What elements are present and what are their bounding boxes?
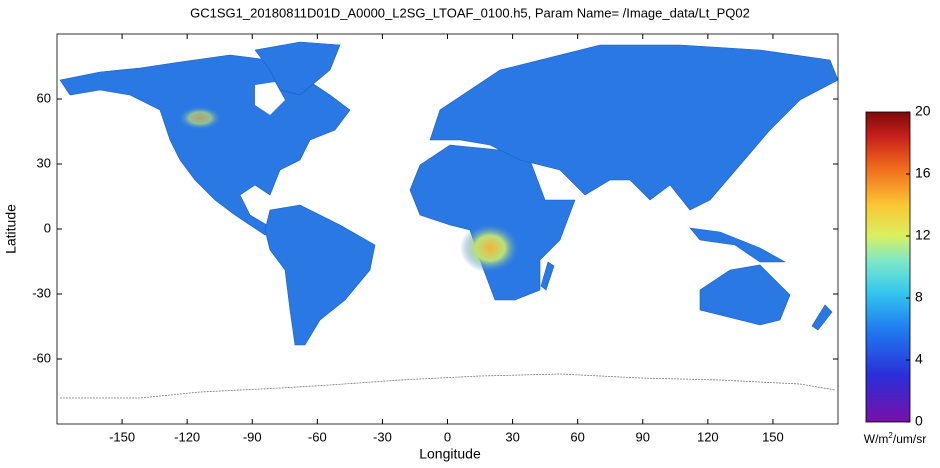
- colorbar-tick-label: 0: [915, 413, 923, 429]
- madagascar: [540, 261, 555, 291]
- land-layer: [59, 41, 838, 399]
- eurasia: [429, 44, 838, 211]
- colorbar: [865, 111, 911, 423]
- y-tick-label: 60: [37, 90, 51, 105]
- x-tick-label: -120: [174, 429, 200, 444]
- y-tick-label: 0: [44, 220, 51, 235]
- chart-title: GC1SG1_20180811D01D_A0000_L2SG_LTOAF_010…: [190, 5, 750, 20]
- south-america: [264, 204, 376, 346]
- x-tick-label: 150: [762, 429, 784, 444]
- hotspot: [178, 106, 222, 130]
- greenland: [254, 41, 341, 96]
- x-tick-label: -150: [109, 429, 135, 444]
- x-tick-label: 90: [636, 429, 650, 444]
- hudson-bay: [255, 82, 285, 115]
- x-tick-label: 60: [570, 429, 584, 444]
- colorbar-tick-label: 20: [915, 103, 931, 119]
- x-tick-label: -90: [243, 429, 262, 444]
- x-tick-label: 0: [444, 429, 451, 444]
- x-tick-label: -30: [373, 429, 392, 444]
- y-tick-label: -30: [32, 285, 51, 300]
- colorbar-tick-label: 8: [915, 289, 923, 305]
- colorbar-tick-label: 12: [915, 227, 931, 243]
- y-axis-label: Latitude: [3, 204, 19, 254]
- colorbar-tick-label: 16: [915, 165, 931, 181]
- australia: [699, 264, 791, 326]
- colorbar-label: W/m2/um/sr: [864, 431, 926, 447]
- x-axis-label: Longitude: [419, 446, 481, 462]
- y-tick-label: 30: [37, 155, 51, 170]
- y-tick-label: -60: [32, 350, 51, 365]
- maritime-asia: [689, 227, 787, 263]
- x-tick-label: -60: [308, 429, 327, 444]
- hotspot: [460, 223, 520, 273]
- colorbar-tick-label: 4: [915, 351, 923, 367]
- antarctica-coast: [60, 373, 836, 399]
- new-zealand: [811, 304, 833, 331]
- x-tick-label: 120: [697, 429, 719, 444]
- x-tick-label: 30: [505, 429, 519, 444]
